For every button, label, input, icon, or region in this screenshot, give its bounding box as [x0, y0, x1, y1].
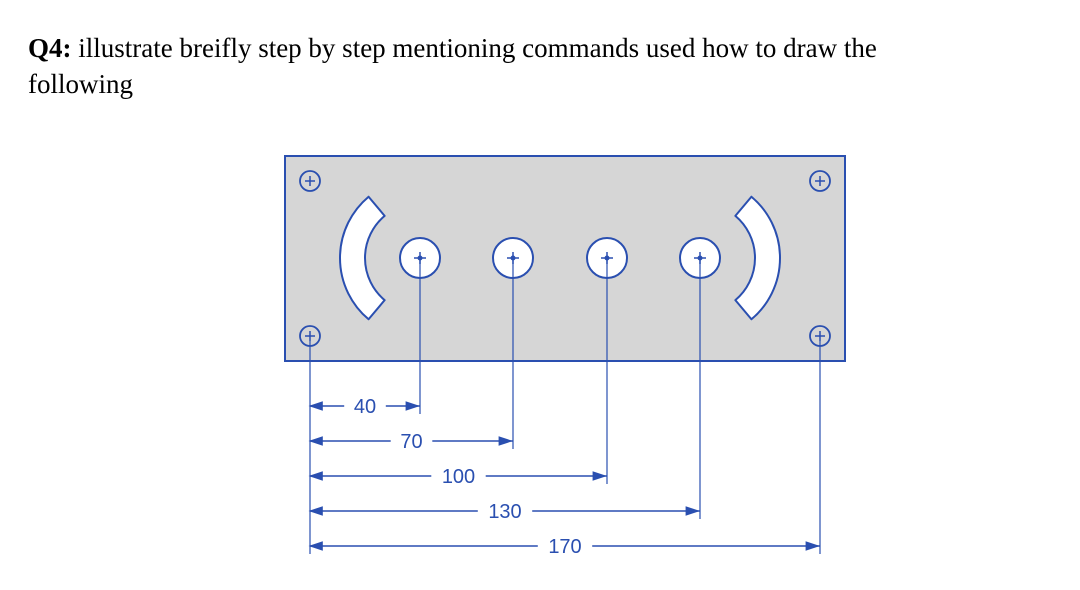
- technical-drawing: 40 70 100 130 170: [275, 146, 915, 576]
- question-line2: following: [28, 69, 133, 99]
- question-line1: illustrate breifly step by step mentioni…: [72, 33, 877, 63]
- dimension-value: 170: [548, 536, 581, 558]
- dimension-value: 40: [354, 396, 376, 418]
- dimension-value: 130: [488, 501, 521, 523]
- question-number: Q4:: [28, 33, 72, 63]
- question-text: Q4: illustrate breifly step by step ment…: [28, 30, 877, 103]
- dimension-value: 70: [400, 431, 422, 453]
- drawing-svg: 40 70 100 130 170: [275, 146, 915, 576]
- dimension-value: 100: [442, 466, 475, 488]
